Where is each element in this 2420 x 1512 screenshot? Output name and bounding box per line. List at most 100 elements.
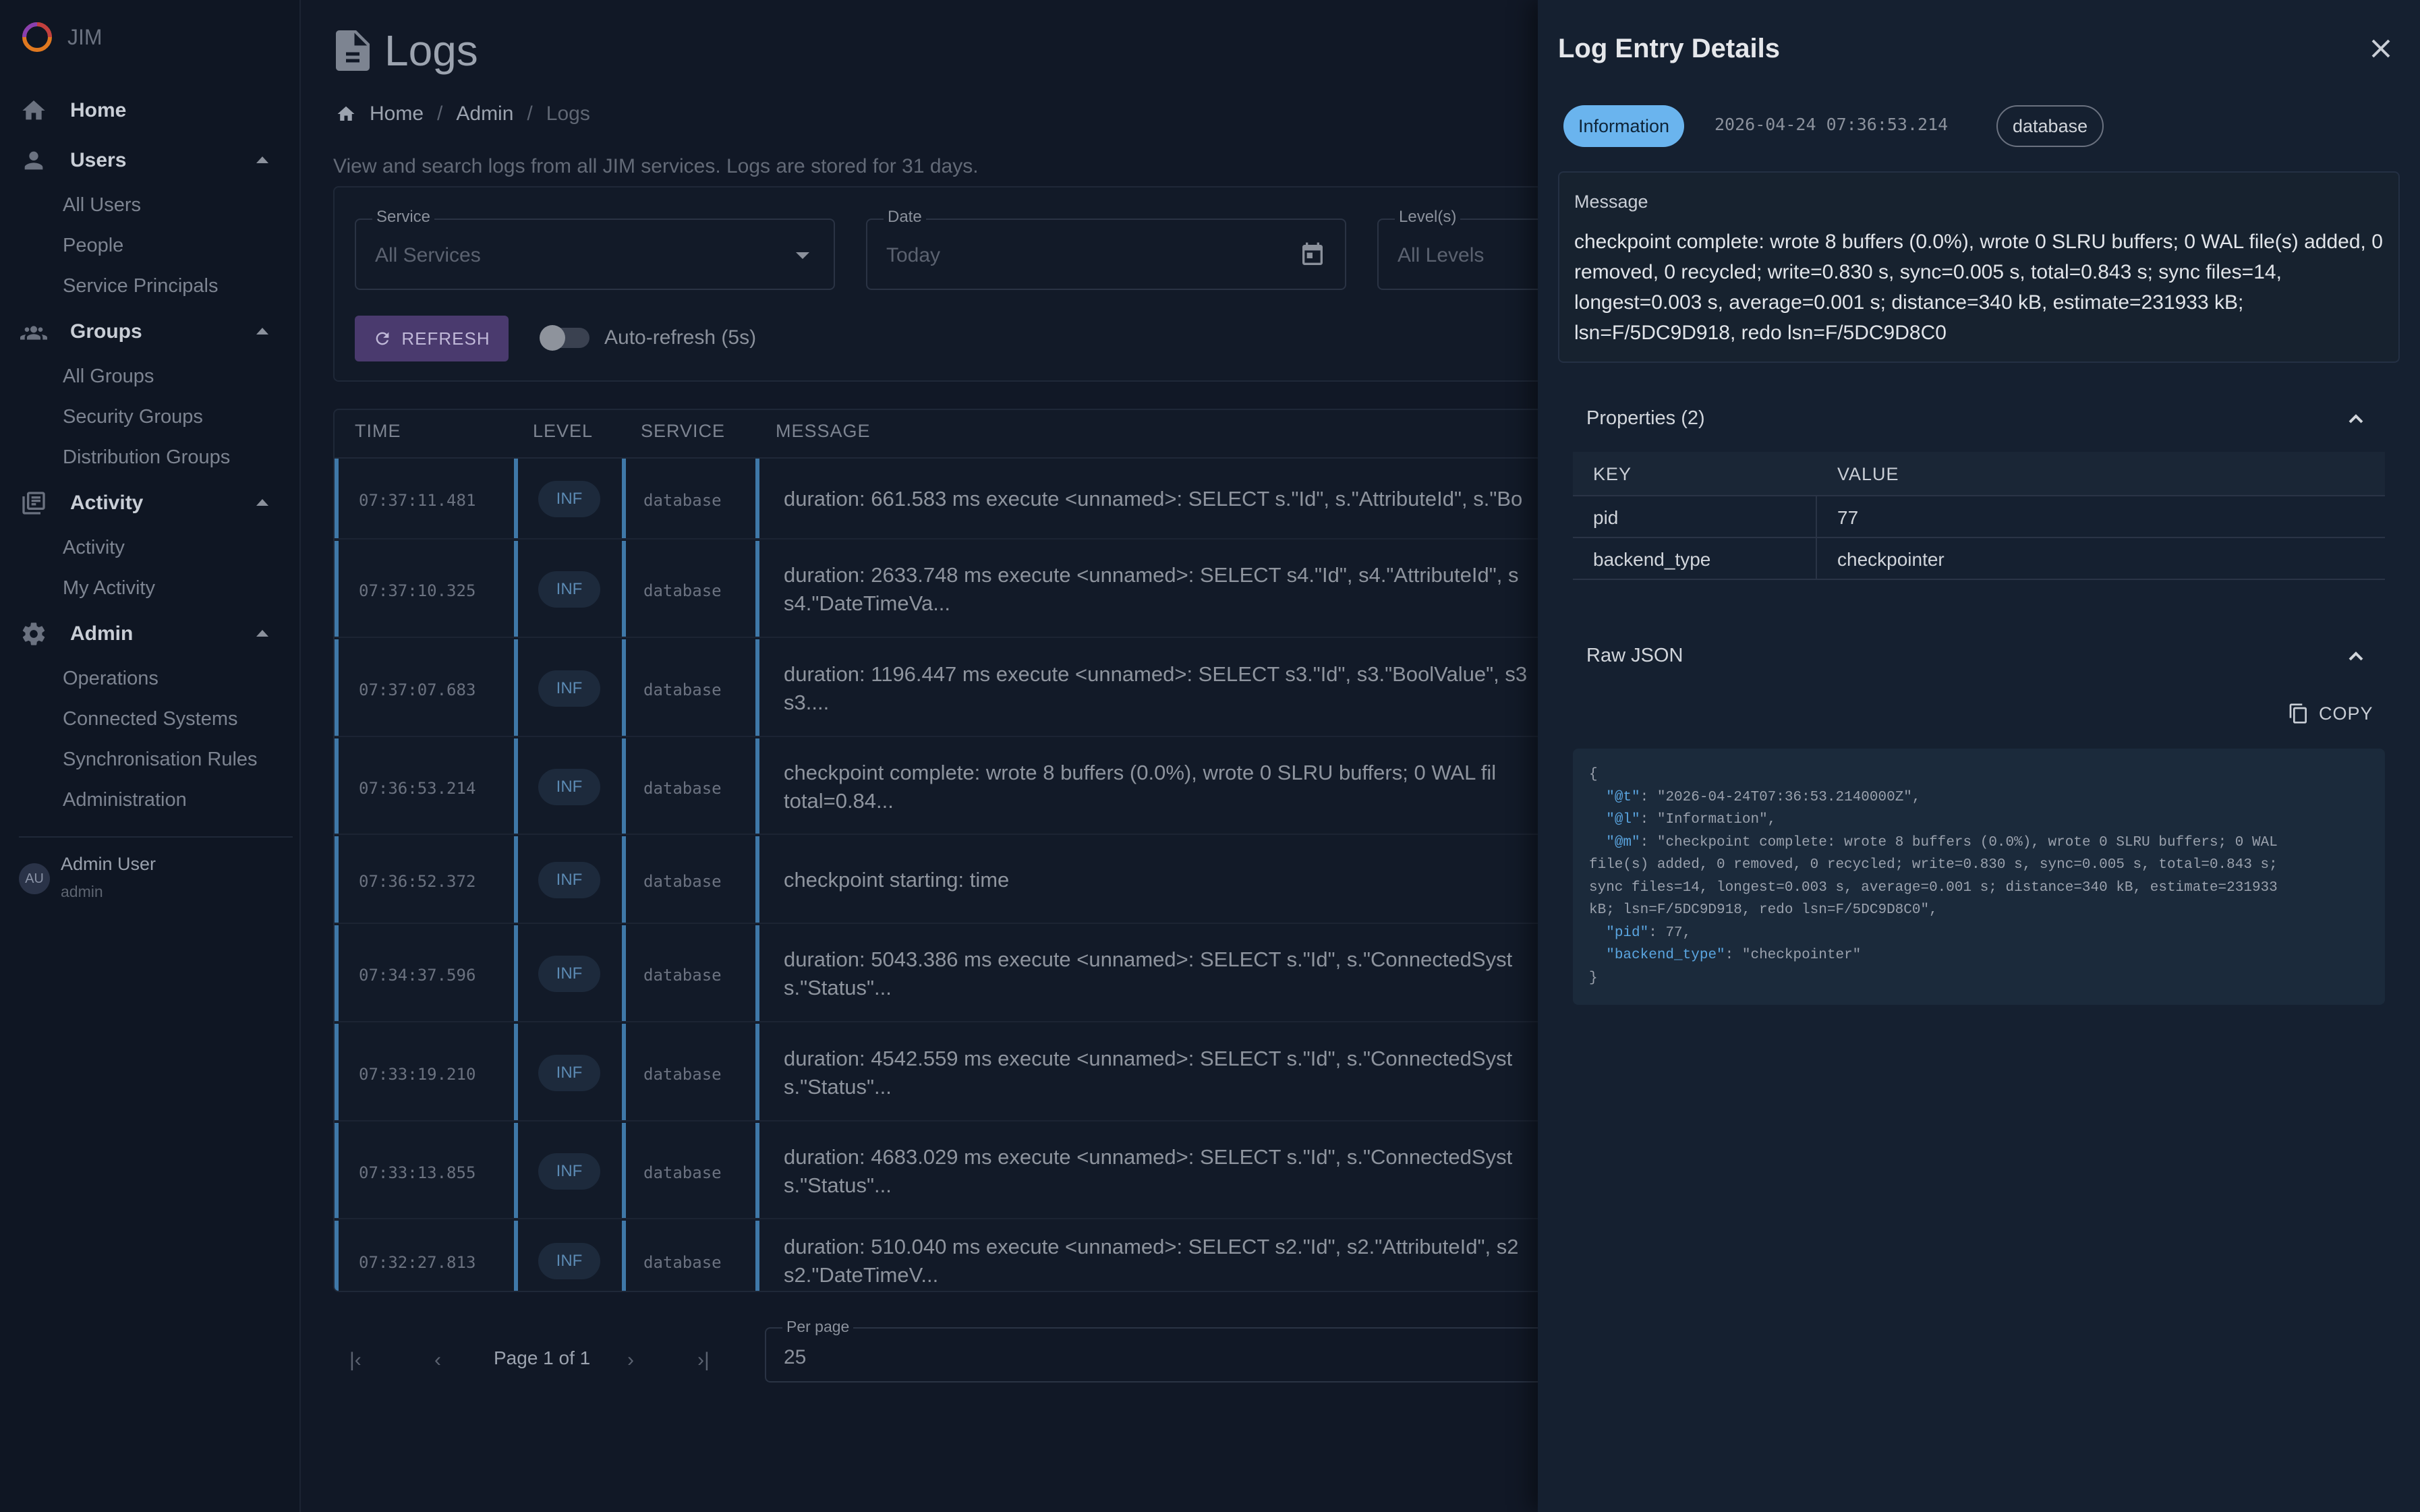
sidebar-item-my-activity[interactable]: My Activity	[63, 577, 155, 599]
row-time: 07:36:53.214	[359, 778, 476, 798]
sidebar-item-people[interactable]: People	[63, 235, 124, 256]
table-row[interactable]: 07:37:11.481 INF database duration: 661.583…	[335, 459, 1951, 540]
sidebar-item-all-groups[interactable]: All Groups	[63, 366, 154, 387]
raw-json-section-header[interactable]: Raw JSON	[1586, 645, 1683, 666]
row-accent	[755, 1024, 759, 1120]
breadcrumb-current: Logs	[546, 103, 590, 125]
sidebar-item-administration[interactable]: Administration	[63, 789, 187, 811]
properties-section-header[interactable]: Properties (2)	[1586, 407, 1705, 429]
calendar-icon[interactable]	[1299, 240, 1326, 270]
row-time: 07:37:11.481	[359, 491, 476, 510]
refresh-button[interactable]: REFRESH	[355, 316, 509, 361]
user-role: admin	[61, 883, 103, 900]
sidebar-item-service-principals[interactable]: Service Principals	[63, 275, 219, 297]
sidebar-item-operations[interactable]: Operations	[63, 668, 159, 689]
refresh-button-label: REFRESH	[401, 328, 490, 349]
row-message: checkpoint complete: wrote 8 buffers (0.…	[784, 760, 1497, 813]
sidebar-item-synchronisation-rules[interactable]: Synchronisation Rules	[63, 749, 258, 770]
previous-page-icon[interactable]: ‹	[434, 1349, 441, 1371]
level-badge: INF	[538, 1153, 600, 1190]
service-select[interactable]: Service All Services	[355, 208, 835, 290]
sidebar-group-groups[interactable]: Groups	[20, 318, 142, 345]
sidebar-group-admin[interactable]: Admin	[20, 620, 133, 647]
property-row: pid 77	[1573, 496, 2385, 538]
per-page-select[interactable]: Per page 25	[765, 1318, 1979, 1383]
property-key: backend_type	[1593, 549, 1711, 570]
row-time: 07:32:27.813	[359, 1253, 476, 1272]
table-row[interactable]: 07:33:19.210 INF database duration: 4542.55…	[335, 1024, 1951, 1122]
first-page-icon[interactable]: |‹	[349, 1349, 362, 1371]
log-detail-drawer: Log Entry Details Information 2026-04-24…	[1538, 0, 2420, 1512]
sidebar-group-activity[interactable]: Activity	[20, 490, 143, 517]
sidebar-item-security-groups[interactable]: Security Groups	[63, 406, 203, 428]
row-time: 07:36:52.372	[359, 872, 476, 891]
message-label: Message	[1574, 192, 1648, 212]
row-accent	[335, 738, 339, 834]
table-row[interactable]: 07:36:52.372 INF database checkpoint starti…	[335, 836, 1951, 924]
chevron-up-icon[interactable]	[256, 156, 268, 163]
sidebar-item-connected-systems[interactable]: Connected Systems	[63, 708, 238, 730]
row-accent	[335, 1123, 339, 1218]
sidebar-group-users[interactable]: Users	[20, 147, 126, 174]
sidebar-item-activity[interactable]: Activity	[63, 537, 125, 558]
table-row[interactable]: 07:36:53.214 INF database checkpoint comple…	[335, 738, 1951, 835]
refresh-icon	[376, 332, 389, 345]
properties-header-value: VALUE	[1837, 464, 1899, 484]
next-page-icon[interactable]: ›	[627, 1349, 634, 1371]
row-accent	[514, 541, 518, 637]
level-badge: INF	[538, 481, 600, 517]
close-button[interactable]	[2367, 35, 2394, 62]
date-field[interactable]: Date Today	[866, 208, 1346, 290]
row-accent	[755, 1221, 759, 1291]
table-row[interactable]: 07:37:07.683 INF database duration: 1196.44…	[335, 639, 1951, 737]
row-time: 07:37:07.683	[359, 680, 476, 699]
jim-logo-icon	[22, 22, 52, 52]
row-service: database	[643, 966, 722, 985]
row-accent	[335, 639, 339, 736]
row-accent	[755, 541, 759, 637]
drawer-title: Log Entry Details	[1558, 34, 1780, 63]
gear-icon	[22, 622, 45, 645]
row-accent	[755, 1123, 759, 1218]
row-accent	[622, 639, 626, 736]
auto-refresh-label: Auto-refresh (5s)	[604, 326, 757, 349]
row-service: database	[643, 1064, 722, 1084]
brand[interactable]: JIM	[19, 19, 103, 55]
breadcrumb-admin[interactable]: Admin	[456, 103, 514, 125]
table-row[interactable]: 07:32:27.813 INF database duration: 510.040…	[335, 1221, 1951, 1291]
chevron-up-icon[interactable]	[256, 630, 268, 637]
row-accent	[514, 459, 518, 538]
auto-refresh-toggle[interactable]	[540, 325, 589, 351]
row-accent	[335, 541, 339, 637]
chevron-up-icon[interactable]	[2347, 410, 2365, 428]
column-header-time[interactable]: TIME	[355, 421, 401, 441]
row-accent	[755, 925, 759, 1021]
property-value: checkpointer	[1837, 549, 1944, 570]
breadcrumb-home[interactable]: Home	[370, 103, 424, 125]
last-page-icon[interactable]: ›|	[697, 1349, 710, 1371]
service-select-value: All Services	[375, 244, 481, 266]
user-profile[interactable]: AU Admin User admin	[19, 851, 156, 901]
table-row[interactable]: 07:33:13.855 INF database duration: 4683.02…	[335, 1123, 1951, 1219]
levels-select-value: All Levels	[1398, 244, 1485, 266]
sidebar-item-all-users[interactable]: All Users	[63, 194, 142, 216]
groups-icon	[20, 326, 47, 340]
column-header-level[interactable]: LEVEL	[533, 421, 594, 441]
column-header-service[interactable]: SERVICE	[641, 421, 726, 441]
row-accent	[335, 1024, 339, 1120]
row-message: checkpoint starting: time	[784, 868, 1010, 892]
column-header-message[interactable]: MESSAGE	[776, 421, 871, 441]
chevron-up-icon[interactable]	[256, 328, 268, 335]
toggle-knob	[540, 325, 565, 351]
app-name: JIM	[67, 24, 103, 49]
copy-button[interactable]: COPY	[2288, 701, 2373, 726]
sidebar-item-distribution-groups[interactable]: Distribution Groups	[63, 446, 231, 468]
row-accent	[755, 459, 759, 538]
row-service: database	[643, 1253, 722, 1272]
chevron-up-icon[interactable]	[256, 499, 268, 506]
sidebar-item-home[interactable]: Home	[20, 97, 126, 124]
table-row[interactable]: 07:34:37.596 INF database duration: 5043.38…	[335, 925, 1951, 1022]
table-row[interactable]: 07:37:10.325 INF database duration: 2633.74…	[335, 541, 1951, 638]
chevron-up-icon[interactable]	[2347, 647, 2365, 665]
pagination: |‹ ‹ Page 1 of 1 › ›| Per page 25	[333, 1318, 1979, 1403]
